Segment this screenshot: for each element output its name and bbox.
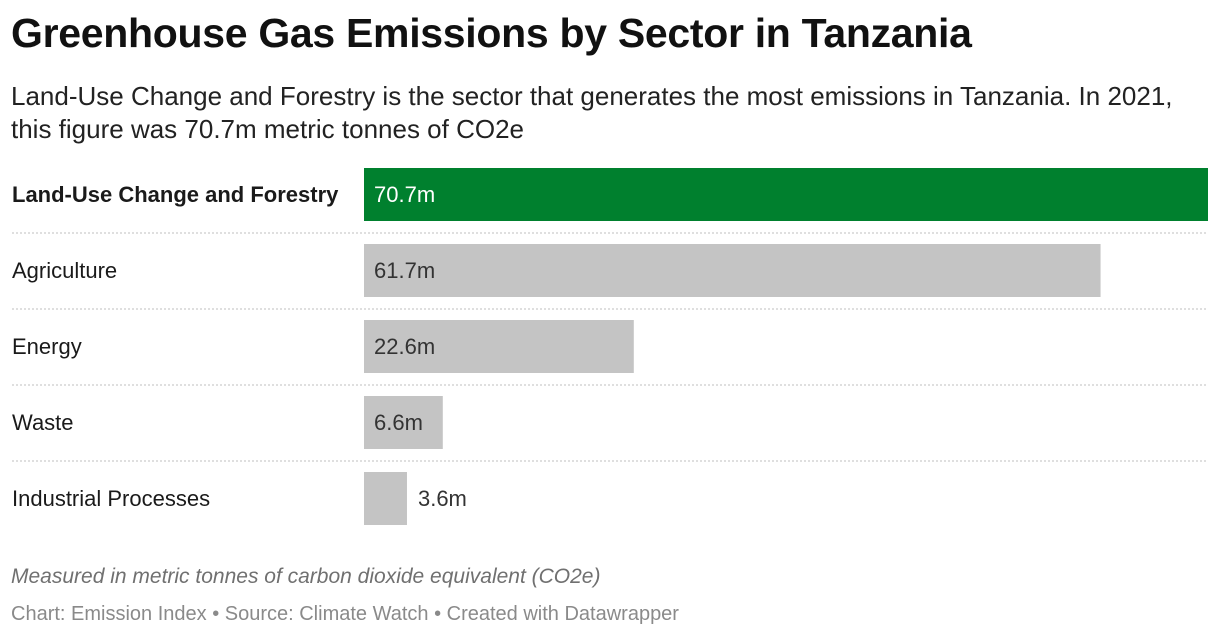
category-label: Waste [12,410,74,435]
bar [364,320,634,373]
chart-footer: Chart: Emission Index • Source: Climate … [11,603,679,625]
chart-note: Measured in metric tonnes of carbon diox… [11,565,601,588]
bar-row: Energy 22.6m [12,320,1208,386]
bar-row: Industrial Processes 3.6m [12,472,467,525]
category-label: Industrial Processes [12,486,210,511]
value-label: 6.6m [374,410,423,435]
value-label: 3.6m [418,486,467,511]
bar-row: Land-Use Change and Forestry 70.7m [12,168,1208,234]
chart-title: Greenhouse Gas Emissions by Sector in Ta… [11,10,972,56]
bar-chart: Land-Use Change and Forestry 70.7m Agricul… [12,168,1208,525]
category-label: Land-Use Change and Forestry [12,182,339,207]
bar-row: Agriculture 61.7m [12,244,1208,310]
value-label: 61.7m [374,258,435,283]
chart-subtitle: Land-Use Change and Forestry is the sect… [11,81,1173,144]
category-label: Agriculture [12,258,117,283]
bar-row: Waste 6.6m [12,396,1208,462]
bar [364,168,1208,221]
bar [364,396,443,449]
bar [364,244,1101,297]
value-label: 22.6m [374,334,435,359]
bar [364,472,407,525]
category-label: Energy [12,334,82,359]
value-label: 70.7m [374,182,435,207]
